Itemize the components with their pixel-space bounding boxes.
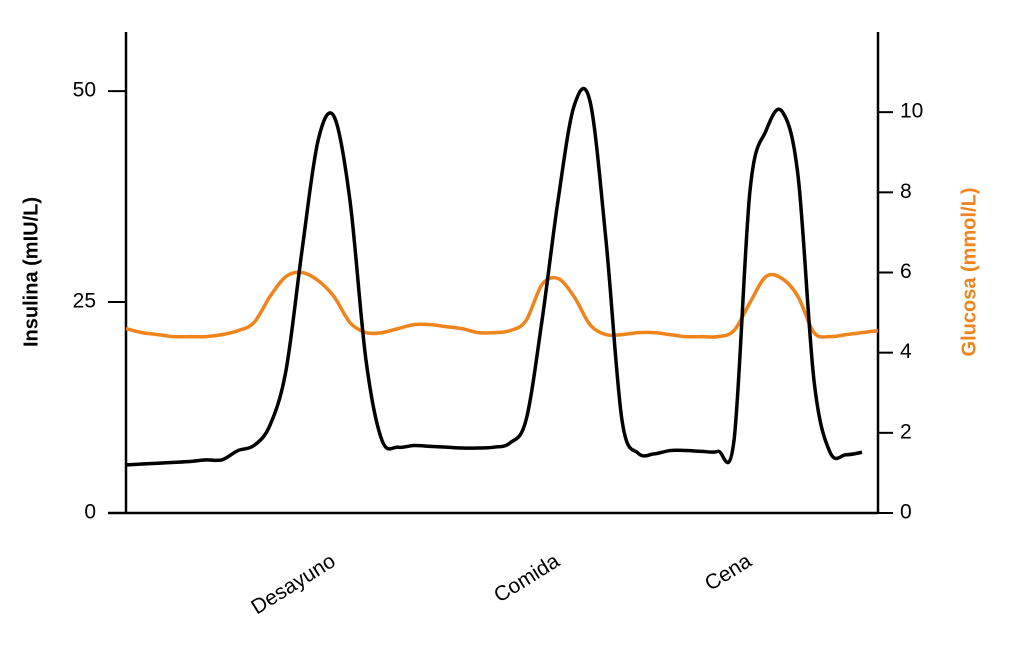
- series-line: [125, 270, 879, 339]
- y2-tick-label: 8: [900, 180, 912, 203]
- y-tick-label: 0: [84, 501, 96, 524]
- x-tick-label: Desayuno: [247, 549, 339, 619]
- y2-tick-label: 6: [900, 260, 912, 283]
- y2-tick-label: 10: [900, 100, 923, 123]
- y2-tick-label: 2: [900, 420, 912, 443]
- y-axis-title: Insulina (mIU/L): [20, 197, 42, 347]
- series-line: [125, 86, 863, 467]
- y-tick-label: 25: [73, 290, 96, 313]
- x-tick-label: Comida: [490, 549, 564, 607]
- y2-tick-label: 0: [900, 501, 912, 524]
- x-tick-label: Cena: [701, 549, 756, 595]
- y2-axis-title: Glucosa (mmol/L): [958, 188, 980, 357]
- y-tick-label: 50: [73, 79, 96, 102]
- y2-tick-label: 4: [900, 340, 912, 363]
